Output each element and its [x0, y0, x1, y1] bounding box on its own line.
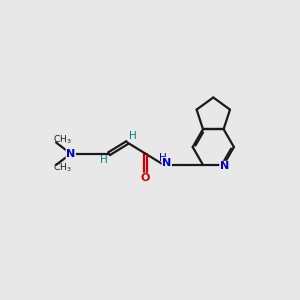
Text: H: H [159, 152, 167, 163]
Text: CH$_3$: CH$_3$ [53, 162, 72, 174]
Text: N: N [162, 158, 171, 167]
Text: N: N [220, 161, 229, 171]
Text: O: O [140, 173, 150, 183]
Text: H: H [129, 131, 136, 141]
Text: CH$_3$: CH$_3$ [53, 133, 72, 146]
Text: H: H [100, 155, 108, 165]
Text: N: N [66, 149, 75, 159]
